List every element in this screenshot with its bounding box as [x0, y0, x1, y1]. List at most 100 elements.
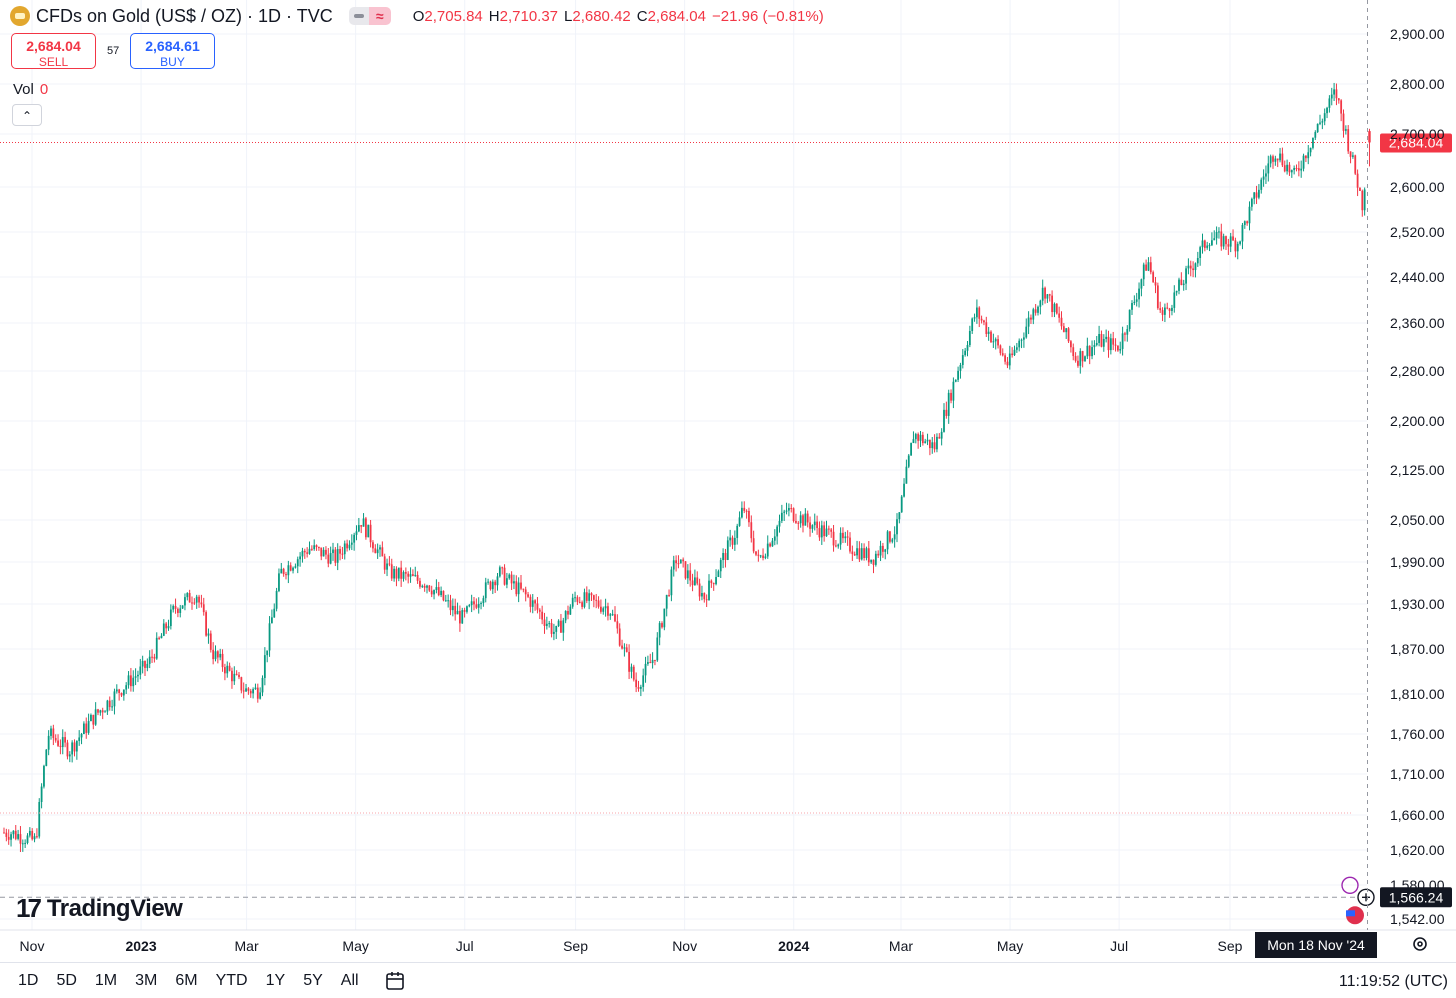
candle: [433, 589, 435, 600]
candle: [21, 839, 24, 852]
candle: [38, 798, 41, 839]
candle: [7, 829, 10, 845]
candle: [851, 545, 854, 562]
candle: [849, 532, 851, 554]
candle: [496, 573, 499, 591]
y-tick-label: 1,870.00: [1390, 641, 1445, 657]
candle: [487, 578, 489, 585]
range-6m[interactable]: 6M: [175, 971, 198, 989]
candle: [130, 667, 132, 692]
collapse-legend-button[interactable]: ⌃: [12, 104, 42, 126]
candle: [623, 643, 626, 657]
utc-clock[interactable]: 11:19:52 (UTC): [1338, 973, 1448, 990]
candle: [320, 547, 323, 561]
candle: [1262, 169, 1265, 187]
candle: [550, 618, 553, 638]
symbol-title[interactable]: CFDs on Gold (US$ / OZ) · 1D · TVC: [36, 5, 333, 26]
calendar-icon[interactable]: [385, 971, 407, 991]
range-all[interactable]: All: [340, 971, 359, 989]
candle: [181, 605, 184, 609]
gear-icon[interactable]: [1410, 934, 1430, 954]
last-candle[interactable]: [1368, 128, 1371, 167]
crosshair-date-tag: [1255, 932, 1377, 958]
tradingview-logo[interactable]: 17 TradingView: [16, 893, 183, 924]
candle: [50, 725, 52, 740]
candle: [1053, 302, 1056, 318]
status-pill[interactable]: ≈: [348, 7, 391, 25]
candle: [943, 403, 945, 433]
candle: [144, 660, 146, 677]
candle: [299, 552, 301, 567]
candle: [1354, 154, 1357, 176]
candle: [771, 538, 774, 547]
range-ytd[interactable]: YTD: [215, 971, 248, 989]
candle: [61, 729, 64, 755]
y-tick-label: 1,990.00: [1390, 554, 1445, 570]
candle: [832, 524, 835, 552]
candle: [788, 503, 790, 517]
candle: [393, 566, 395, 582]
candle: [172, 604, 175, 613]
candle: [1189, 260, 1192, 277]
candle: [802, 513, 804, 533]
candle: [1290, 169, 1293, 178]
range-3m[interactable]: 3M: [135, 971, 158, 989]
candle: [778, 514, 781, 533]
candle: [334, 546, 337, 567]
x-tick-label: 2024: [778, 938, 809, 954]
candle: [228, 662, 231, 672]
candle: [743, 501, 746, 514]
candle: [785, 502, 788, 515]
candle: [1105, 329, 1108, 343]
candle: [155, 632, 158, 660]
candle: [846, 530, 849, 546]
candle: [1359, 187, 1361, 191]
candle: [877, 550, 880, 558]
candle: [3, 827, 5, 834]
candle: [635, 672, 638, 693]
candle: [910, 442, 912, 456]
candle: [997, 335, 999, 349]
candle: [12, 830, 15, 839]
add-alert-icon[interactable]: [1357, 888, 1375, 907]
range-5d[interactable]: 5D: [56, 971, 77, 989]
candle: [31, 828, 34, 841]
candle: [741, 501, 743, 519]
candle: [757, 549, 760, 562]
candle: [999, 344, 1002, 356]
candle: [1187, 258, 1190, 275]
candle: [987, 326, 990, 341]
candle: [1250, 197, 1253, 211]
range-5y[interactable]: 5Y: [303, 971, 323, 989]
sell-button[interactable]: 2,684.04 SELL: [11, 33, 96, 69]
candle: [837, 543, 840, 549]
candle: [1218, 227, 1220, 239]
market-status-icon: [348, 7, 369, 25]
candle: [992, 333, 995, 348]
candle: [1041, 279, 1044, 306]
volume-label: Vol: [13, 81, 34, 98]
candle: [256, 683, 259, 703]
range-1y[interactable]: 1Y: [265, 971, 286, 989]
candle: [1065, 327, 1068, 339]
candle: [919, 430, 922, 448]
range-1d[interactable]: 1D: [18, 971, 39, 989]
candle: [825, 520, 828, 537]
candle: [329, 546, 332, 565]
candle: [994, 337, 997, 350]
candle: [259, 687, 262, 700]
candle: [263, 647, 266, 686]
buy-button[interactable]: 2,684.61 BUY: [130, 33, 215, 69]
candle: [1337, 98, 1340, 104]
x-tick-label: Sep: [563, 938, 588, 954]
candle: [1025, 318, 1028, 339]
crosshair-price-label: 1,566.24: [1389, 889, 1444, 905]
change-value: −21.96 (−0.81%): [711, 7, 824, 25]
candle: [517, 577, 520, 603]
range-1m[interactable]: 1M: [94, 971, 118, 989]
candle: [924, 438, 927, 444]
candle: [590, 592, 593, 601]
candle: [365, 516, 367, 540]
candle: [1196, 251, 1199, 267]
